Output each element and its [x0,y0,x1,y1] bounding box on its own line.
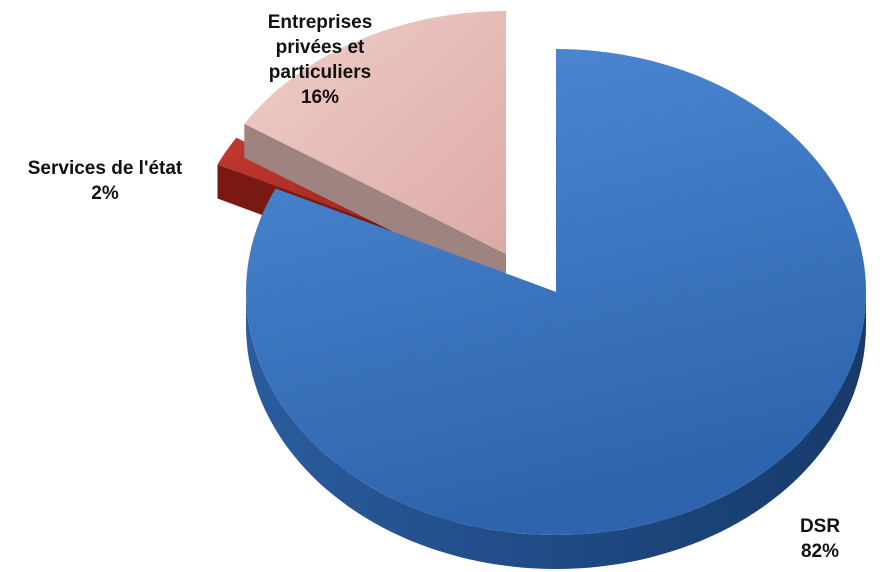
slice-top-dsr [246,49,866,535]
slice-label-dsr: DSR 82% [775,514,865,564]
slice-label-state-name: Services de l'état [27,158,183,179]
slice-value-state: 2% [91,183,119,204]
slice-wall-prive-0 [244,123,507,288]
slice-label-private-line2: privées et [275,37,365,58]
slice-top-prive [244,11,507,254]
slice-label-private-line3: particuliers [268,62,372,83]
slice-label-private-line1: Entreprises [267,12,373,33]
slice-label-dsr-name: DSR [799,516,841,537]
slice-label-private: Entreprises privées et particuliers 16% [230,10,410,110]
slice-label-state: Services de l'état 2% [0,156,210,206]
slice-value-dsr: 82% [800,541,840,562]
slice-value-private: 16% [300,87,340,108]
